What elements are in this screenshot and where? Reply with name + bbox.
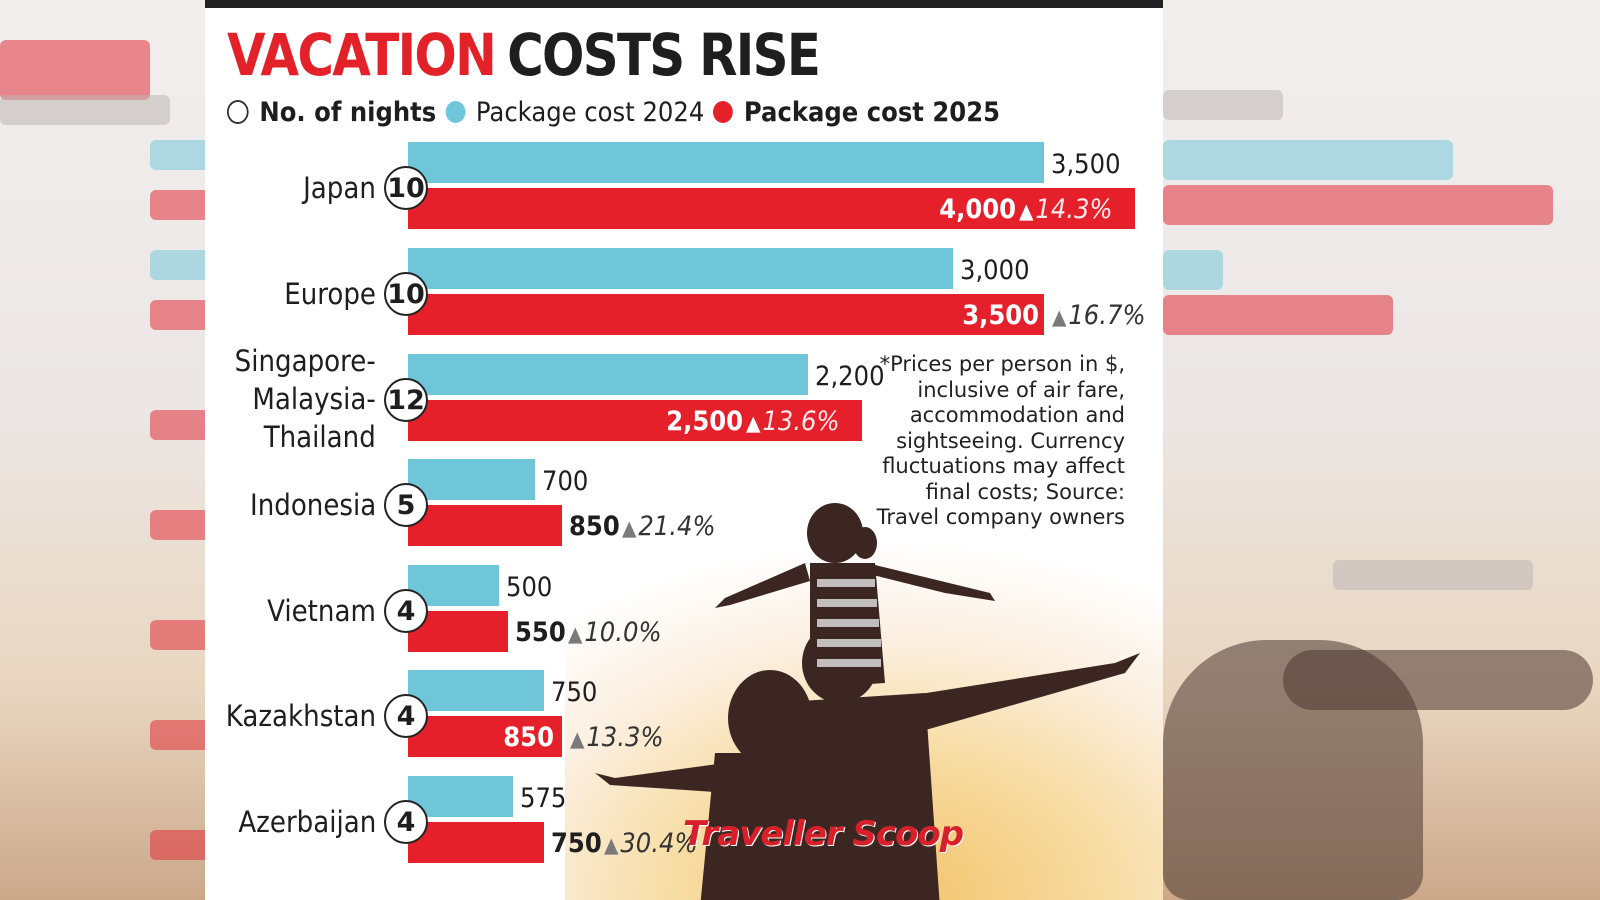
up-triangle-icon: ▲ <box>604 833 619 857</box>
change-label: ▲14.3% <box>1019 189 1113 232</box>
change-value: 21.4% <box>638 511 717 542</box>
up-triangle-icon: ▲ <box>1019 199 1034 223</box>
value-label-2025: 750 <box>551 828 603 859</box>
up-triangle-icon: ▲ <box>622 516 638 540</box>
family-silhouette-image <box>595 503 1140 900</box>
legend-2024-marker <box>445 101 466 123</box>
change-label: ▲10.0% <box>568 612 662 655</box>
nights-badge: 10 <box>384 166 428 210</box>
bar-2025 <box>408 822 545 863</box>
watermark-text: Traveller Scoop <box>683 814 964 854</box>
change-value: 30.4% <box>620 828 698 859</box>
value-label-2024: 750 <box>551 677 598 708</box>
bar-2024 <box>408 354 808 395</box>
footnote: *Prices per person in $, inclusive of ai… <box>876 352 1125 529</box>
change-value: 16.7% <box>1068 300 1146 331</box>
value-label-2024: 700 <box>542 466 589 497</box>
change-value: 10.0% <box>584 617 662 648</box>
category-label: Europe <box>284 277 376 311</box>
bar-chart: 3,500 4,000 ▲14.3% 10 Japan 3,000 3,500 ▲16.7% 1… <box>205 8 1163 900</box>
up-triangle-icon: ▲ <box>567 622 583 646</box>
watermark-logo: Traveller Scoop <box>683 814 964 854</box>
title-highlight: VACATION <box>227 21 497 89</box>
nights-badge: 4 <box>384 694 428 738</box>
bar-2024 <box>408 776 513 817</box>
value-label-2025: 2,500 <box>666 406 744 437</box>
value-label-2024: 500 <box>505 572 553 603</box>
title-rest: COSTS RISE <box>507 21 821 89</box>
nights-badge: 4 <box>384 800 428 844</box>
category-label: Kazakhstan <box>225 699 376 733</box>
bar-2025 <box>408 716 563 757</box>
nights-badge: 10 <box>384 272 428 316</box>
up-triangle-icon: ▲ <box>1052 305 1067 329</box>
value-label-2025: 4,000 <box>939 194 1017 225</box>
category-label: Japan <box>303 171 376 205</box>
change-value: 14.3% <box>1035 194 1113 225</box>
category-label: Vietnam <box>267 594 376 628</box>
change-value: 13.6% <box>762 406 840 437</box>
nights-badge: 12 <box>384 378 428 422</box>
bar-2024 <box>408 670 545 711</box>
blurred-background-right <box>1163 0 1600 900</box>
legend-2025-label: Package cost 2025 <box>743 96 1001 128</box>
legend-2024-label: Package cost 2024 <box>475 96 705 128</box>
nights-badge: 5 <box>384 483 428 527</box>
bar-2024 <box>408 248 954 289</box>
bar-2025 <box>408 400 863 441</box>
up-triangle-icon: ▲ <box>570 727 586 751</box>
change-label: ▲30.4% <box>604 823 698 866</box>
change-label: ▲16.7% <box>1052 295 1146 338</box>
value-label-2024: 3,500 <box>1051 149 1121 180</box>
value-label-2024: 575 <box>519 783 566 814</box>
legend-2025: Package cost 2025 <box>713 97 1000 128</box>
change-label: ▲13.3% <box>570 717 664 760</box>
change-value: 13.3% <box>586 722 665 753</box>
value-label-2025: 850 <box>503 722 555 753</box>
legend-nights-marker <box>227 100 249 124</box>
nights-badge: 4 <box>384 589 428 633</box>
category-label: Indonesia <box>249 488 376 522</box>
value-label-2024: 2,200 <box>814 361 885 392</box>
bar-2025 <box>408 188 1135 229</box>
infographic-panel: VACATION COSTS RISE No. of nights Package… <box>205 0 1163 900</box>
value-label-2025: 3,500 <box>962 300 1040 331</box>
blurred-background-left <box>0 0 205 900</box>
legend-2025-marker <box>713 101 734 123</box>
change-label: ▲21.4% <box>622 506 716 549</box>
bar-2025 <box>408 505 563 546</box>
bar-2024 <box>408 142 1045 183</box>
chart-legend: No. of nights Package cost 2024 Package … <box>227 94 1009 130</box>
value-label-2024: 3,000 <box>960 255 1030 286</box>
legend-nights-label: No. of nights <box>259 96 437 128</box>
category-label: Azerbaijan <box>238 805 376 839</box>
bar-2025 <box>408 294 1045 335</box>
change-label: ▲13.6% <box>746 401 840 444</box>
bar-2024 <box>408 459 536 500</box>
legend-2024: Package cost 2024 <box>445 97 704 128</box>
page-title: VACATION COSTS RISE <box>227 20 821 90</box>
value-label-2025: 850 <box>569 511 621 542</box>
value-label-2025: 550 <box>514 617 566 648</box>
legend-nights: No. of nights <box>227 97 436 128</box>
up-triangle-icon: ▲ <box>746 411 761 435</box>
category-label: Singapore- Malaysia- Thailand <box>234 344 376 454</box>
